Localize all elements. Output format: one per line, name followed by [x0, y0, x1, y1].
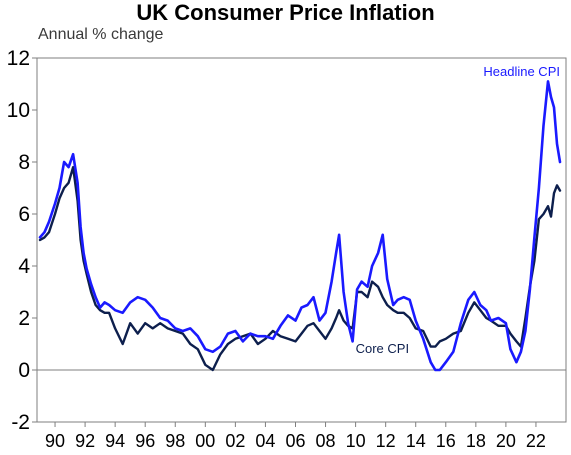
y-tick-label: -2 [11, 411, 30, 434]
y-tick-label: 8 [18, 151, 30, 174]
y-tick-label: 0 [18, 359, 30, 382]
y-tick-label: 6 [18, 203, 30, 226]
y-tick-label: 2 [18, 307, 30, 330]
x-tick-label: 10 [346, 431, 366, 451]
y-axis-ticks: -2 0 2 4 6 8 10 12 [7, 47, 37, 434]
series-line-core-cpi [38, 165, 562, 372]
x-tick-label: 04 [255, 431, 275, 451]
x-tick-label: 98 [165, 431, 185, 451]
x-tick-label: 94 [105, 431, 125, 451]
x-tick-label: 18 [466, 431, 486, 451]
y-axis-label: Annual % change [38, 26, 164, 43]
chart-title: UK Consumer Price Inflation [136, 0, 435, 25]
x-tick-label: 00 [195, 431, 215, 451]
x-tick-label: 90 [45, 431, 65, 451]
headline-cpi-label: Headline CPI [483, 64, 560, 79]
x-tick-label: 92 [75, 431, 95, 451]
y-tick-label: 12 [7, 47, 30, 70]
x-tick-label: 08 [316, 431, 336, 451]
x-tick-label: 22 [526, 431, 546, 451]
x-tick-label: 96 [135, 431, 155, 451]
y-tick-label: 4 [18, 255, 30, 278]
y-tick-label: 10 [7, 99, 30, 122]
series-group [38, 80, 562, 372]
plot-area-frame [36, 57, 567, 423]
x-axis-ticks: 90 92 94 96 98 00 02 04 06 08 10 12 14 16 18 20 22 [45, 422, 546, 451]
x-tick-label: 02 [225, 431, 245, 451]
core-cpi-label: Core CPI [356, 341, 409, 356]
series-line-headline-cpi [38, 80, 562, 372]
x-tick-label: 16 [436, 431, 456, 451]
x-tick-label: 12 [376, 431, 396, 451]
x-tick-label: 06 [285, 431, 305, 451]
x-tick-label: 14 [406, 431, 426, 451]
x-tick-label: 20 [496, 431, 516, 451]
series-labels: Headline CPI Core CPI [356, 64, 560, 356]
